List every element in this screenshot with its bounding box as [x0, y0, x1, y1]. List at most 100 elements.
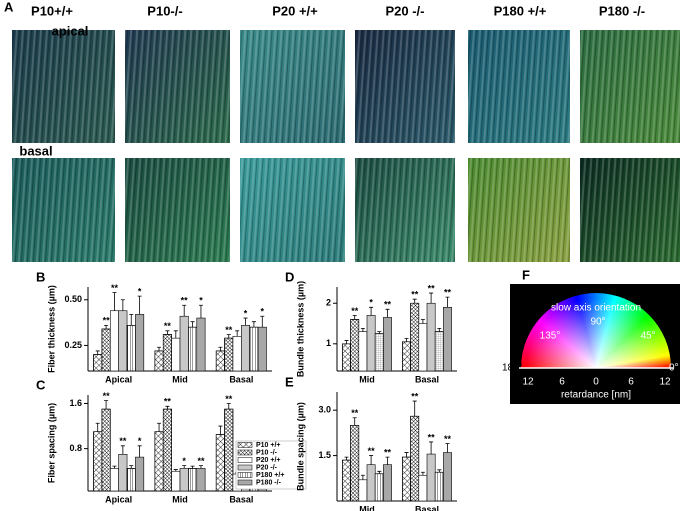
y-tick-label: 2: [326, 298, 331, 308]
error-bar: [104, 324, 109, 329]
bar: [232, 336, 242, 372]
micrograph-texture: [468, 158, 570, 262]
bar-hatch: [342, 343, 351, 372]
micrograph-texture: [12, 30, 115, 143]
legend-label: P20 -/-: [256, 464, 278, 471]
significance-label: **: [351, 408, 359, 418]
error-bar: [445, 443, 450, 453]
error-bar: [173, 330, 178, 339]
bar: [118, 310, 128, 372]
bar: [257, 326, 267, 372]
bar-hatch: [410, 415, 420, 502]
error-bar: [198, 465, 203, 469]
x-tick-label: Basal: [415, 374, 439, 384]
bar: [426, 302, 436, 372]
micrograph-texture: [355, 30, 455, 143]
x-tick-label: Apical: [105, 494, 132, 504]
significance-label: **: [164, 397, 172, 407]
significance-label: *: [138, 287, 142, 297]
error-bar: [112, 465, 117, 469]
significance-label: **: [384, 300, 392, 310]
error-bar: [137, 445, 142, 458]
column-label: P20 -/-: [385, 3, 424, 18]
significance-label: **: [428, 283, 436, 293]
significance-label: *: [369, 298, 373, 308]
error-bar: [412, 298, 417, 304]
bar-hatch: [101, 328, 111, 372]
color-wheel: [521, 293, 671, 368]
significance-label: **: [351, 306, 359, 316]
error-bar: [226, 334, 231, 339]
scale-label: 12: [522, 377, 534, 388]
micrograph-texture: [12, 158, 115, 262]
significance-label: *: [182, 456, 186, 466]
error-bar: [251, 321, 256, 328]
angle-label: 135°: [540, 331, 561, 342]
y-tick-label: 1.6: [69, 398, 82, 408]
column-label: P10+/+: [31, 3, 73, 18]
panel-label: F: [522, 267, 530, 282]
significance-label: **: [225, 394, 233, 404]
error-bar: [437, 327, 442, 332]
error-bar: [120, 299, 125, 311]
error-bar: [344, 456, 349, 461]
bar: [366, 315, 376, 372]
error-bar: [104, 400, 109, 410]
bar-hatch: [215, 434, 225, 492]
micrograph-texture: [240, 30, 345, 143]
significance-label: **: [411, 391, 419, 401]
error-bar: [157, 346, 162, 351]
bar: [418, 474, 428, 502]
significance-label: *: [244, 308, 248, 318]
x-tick-label: Mid: [359, 504, 375, 511]
error-bar: [190, 321, 195, 328]
legend-swatch-hatch: [238, 472, 252, 478]
error-bar: [420, 319, 425, 324]
panel-label: C: [36, 377, 46, 392]
y-axis-title: Bundle spacing (µm): [295, 402, 305, 491]
column-label: P20 +/+: [272, 3, 318, 18]
error-bar: [112, 292, 117, 311]
error-bar: [429, 441, 434, 455]
bar: [109, 310, 119, 372]
bar-hatch: [410, 302, 420, 372]
bar-hatch: [224, 337, 234, 372]
bar: [196, 468, 206, 492]
bar: [383, 464, 392, 502]
micrograph-texture: [580, 158, 680, 262]
x-tick-label: Basal: [415, 504, 439, 511]
y-tick-label: 0.8: [69, 443, 82, 453]
bar-hatch: [402, 341, 411, 372]
significance-label: **: [384, 447, 392, 457]
x-tick-label: Mid: [359, 374, 375, 384]
significance-label: **: [111, 283, 119, 293]
bar: [383, 317, 392, 372]
error-bar: [420, 471, 425, 476]
micrograph-texture: [240, 158, 345, 262]
error-bar: [369, 455, 374, 465]
scale-label: 6: [628, 377, 634, 388]
bar-hatch: [350, 319, 360, 372]
legend-label: P180 -/-: [256, 479, 282, 486]
error-bar: [218, 425, 223, 435]
column-label: P180 +/+: [494, 3, 547, 18]
significance-label: *: [138, 436, 142, 446]
angle-label: 90°: [590, 317, 605, 328]
bar: [179, 315, 189, 372]
error-bar: [120, 445, 125, 455]
x-tick-label: Basal: [229, 374, 253, 384]
bar-hatch: [101, 408, 111, 492]
micrograph-texture: [580, 30, 680, 143]
error-bar: [352, 417, 357, 426]
bar-hatch: [162, 408, 172, 492]
bar: [443, 452, 452, 502]
legend-label: P10 +/+: [256, 442, 281, 449]
bar: [171, 337, 181, 372]
bar: [135, 314, 145, 372]
y-tick-label: 1.5: [318, 450, 331, 460]
x-tick-label: Apical: [105, 374, 132, 384]
scale-title: retardance [nm]: [561, 390, 631, 401]
y-axis-title: Fiber spacing (µm): [46, 403, 56, 483]
micrograph-texture: [355, 158, 455, 262]
significance-label: **: [225, 325, 233, 335]
